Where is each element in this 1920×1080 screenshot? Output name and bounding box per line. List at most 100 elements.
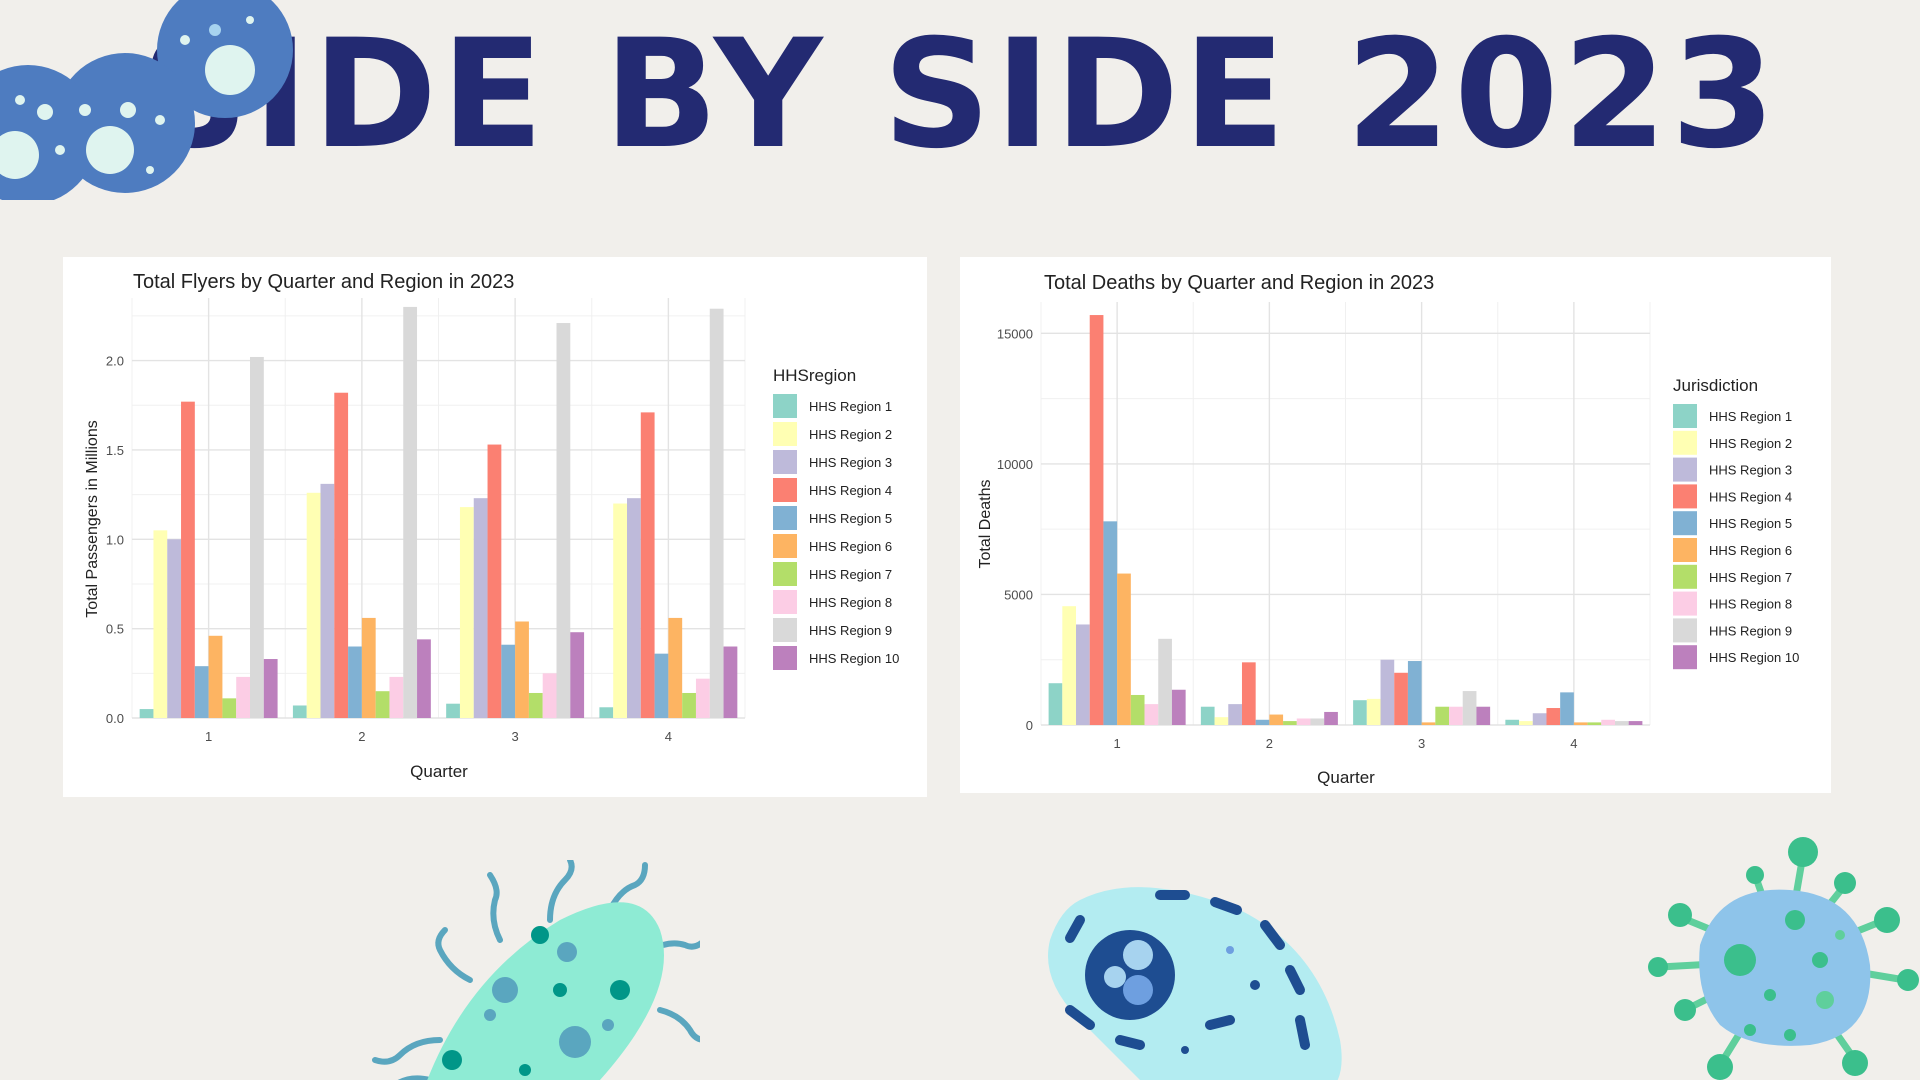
legend-label: HHS Region 3 — [809, 455, 892, 470]
y-tick-label: 0.0 — [106, 711, 124, 726]
bar — [1407, 661, 1422, 725]
bar — [348, 646, 362, 718]
bar — [1628, 721, 1643, 725]
bar — [1560, 692, 1574, 725]
legend-swatch — [773, 562, 797, 586]
legend-label: HHS Region 7 — [1709, 570, 1792, 585]
legend-label: HHS Region 6 — [1709, 543, 1792, 558]
bar — [306, 492, 321, 718]
bar — [1476, 706, 1491, 725]
bar — [473, 498, 488, 718]
bar — [236, 676, 251, 718]
virus-icon — [1648, 837, 1919, 1080]
legend-swatch — [773, 394, 797, 418]
bar — [1200, 706, 1215, 725]
legend-swatch — [1673, 538, 1697, 562]
bar — [1353, 700, 1367, 725]
bar — [446, 703, 460, 718]
x-tick-label: 4 — [1570, 736, 1577, 751]
legend-label: HHS Region 1 — [809, 399, 892, 414]
bar — [1283, 721, 1297, 725]
legend-swatch — [773, 422, 797, 446]
y-tick-label: 1.5 — [106, 443, 124, 458]
bar — [250, 356, 264, 718]
bar — [1601, 719, 1615, 725]
x-tick-label: 2 — [1266, 736, 1273, 751]
bar — [1214, 717, 1229, 725]
legend-swatch — [773, 506, 797, 530]
bar — [361, 617, 376, 718]
legend-swatch — [1673, 645, 1697, 670]
bacterium-icon — [372, 860, 700, 1080]
legend-swatch — [773, 450, 797, 474]
deaths-bar-chart: Total Deaths by Quarter and Region in 20… — [977, 272, 1799, 787]
bar — [417, 639, 431, 718]
bar — [1519, 721, 1533, 725]
bar — [1380, 659, 1395, 725]
deaths-chart-panel: Total Deaths by Quarter and Region in 20… — [960, 257, 1831, 793]
legend-label: HHS Region 7 — [809, 567, 892, 582]
bar — [1310, 718, 1325, 725]
bar — [542, 673, 557, 718]
bar — [263, 659, 278, 718]
legend-label: HHS Region 10 — [1709, 650, 1799, 665]
bar — [194, 666, 209, 718]
legend-label: HHS Region 1 — [1709, 409, 1792, 424]
y-tick-label: 5000 — [1004, 587, 1033, 602]
bar — [1462, 691, 1477, 725]
legend-label: HHS Region 8 — [809, 595, 892, 610]
bar — [556, 323, 571, 718]
x-tick-label: 2 — [358, 729, 365, 744]
bar — [1587, 722, 1602, 725]
legend-swatch — [773, 534, 797, 558]
bar — [668, 617, 683, 718]
legend-title: HHSregion — [773, 366, 856, 385]
bar — [1546, 708, 1561, 725]
bar — [1076, 624, 1090, 725]
legend-label: HHS Region 3 — [1709, 463, 1792, 478]
bar — [1255, 719, 1270, 725]
chart-title: Total Deaths by Quarter and Region in 20… — [1044, 272, 1434, 294]
legend-label: HHS Region 10 — [809, 651, 899, 666]
x-axis-label: Quarter — [410, 762, 468, 781]
y-tick-label: 10000 — [997, 457, 1033, 472]
bar — [640, 412, 655, 718]
legend-label: HHS Region 4 — [809, 483, 892, 498]
flyers-bar-chart: Total Flyers by Quarter and Region in 20… — [84, 271, 899, 781]
bar — [334, 392, 349, 718]
legend-label: HHS Region 9 — [1709, 623, 1792, 638]
legend-swatch — [1673, 591, 1697, 616]
bar — [487, 444, 502, 718]
legend-swatch — [1673, 511, 1697, 536]
page-title: SIDE BY SIDE 2023 — [140, 8, 1780, 182]
bar — [139, 709, 154, 718]
legend-label: HHS Region 4 — [1709, 489, 1792, 504]
bar — [709, 308, 724, 718]
bar — [292, 705, 307, 718]
x-axis-label: Quarter — [1317, 768, 1375, 787]
cell-icon — [1048, 887, 1342, 1080]
bar — [1421, 722, 1436, 725]
legend-swatch — [1673, 430, 1697, 455]
x-tick-label: 1 — [1114, 736, 1121, 751]
legend-label: HHS Region 2 — [1709, 436, 1792, 451]
bar — [1366, 698, 1381, 725]
x-tick-label: 1 — [205, 729, 212, 744]
bar — [320, 483, 335, 718]
y-tick-label: 2.0 — [106, 354, 124, 369]
flyers-chart-panel: Total Flyers by Quarter and Region in 20… — [63, 257, 927, 797]
bar — [1158, 638, 1172, 725]
bar — [153, 530, 168, 718]
legend-swatch — [1673, 618, 1697, 643]
bar — [613, 503, 627, 718]
bar — [1130, 694, 1145, 725]
bar — [515, 621, 529, 718]
bar — [626, 498, 641, 718]
bar — [1048, 683, 1063, 725]
y-tick-label: 15000 — [997, 326, 1033, 341]
bar — [570, 632, 585, 718]
bar — [1324, 711, 1338, 725]
bar — [208, 635, 223, 718]
bar — [1062, 606, 1077, 725]
bar — [459, 507, 474, 718]
